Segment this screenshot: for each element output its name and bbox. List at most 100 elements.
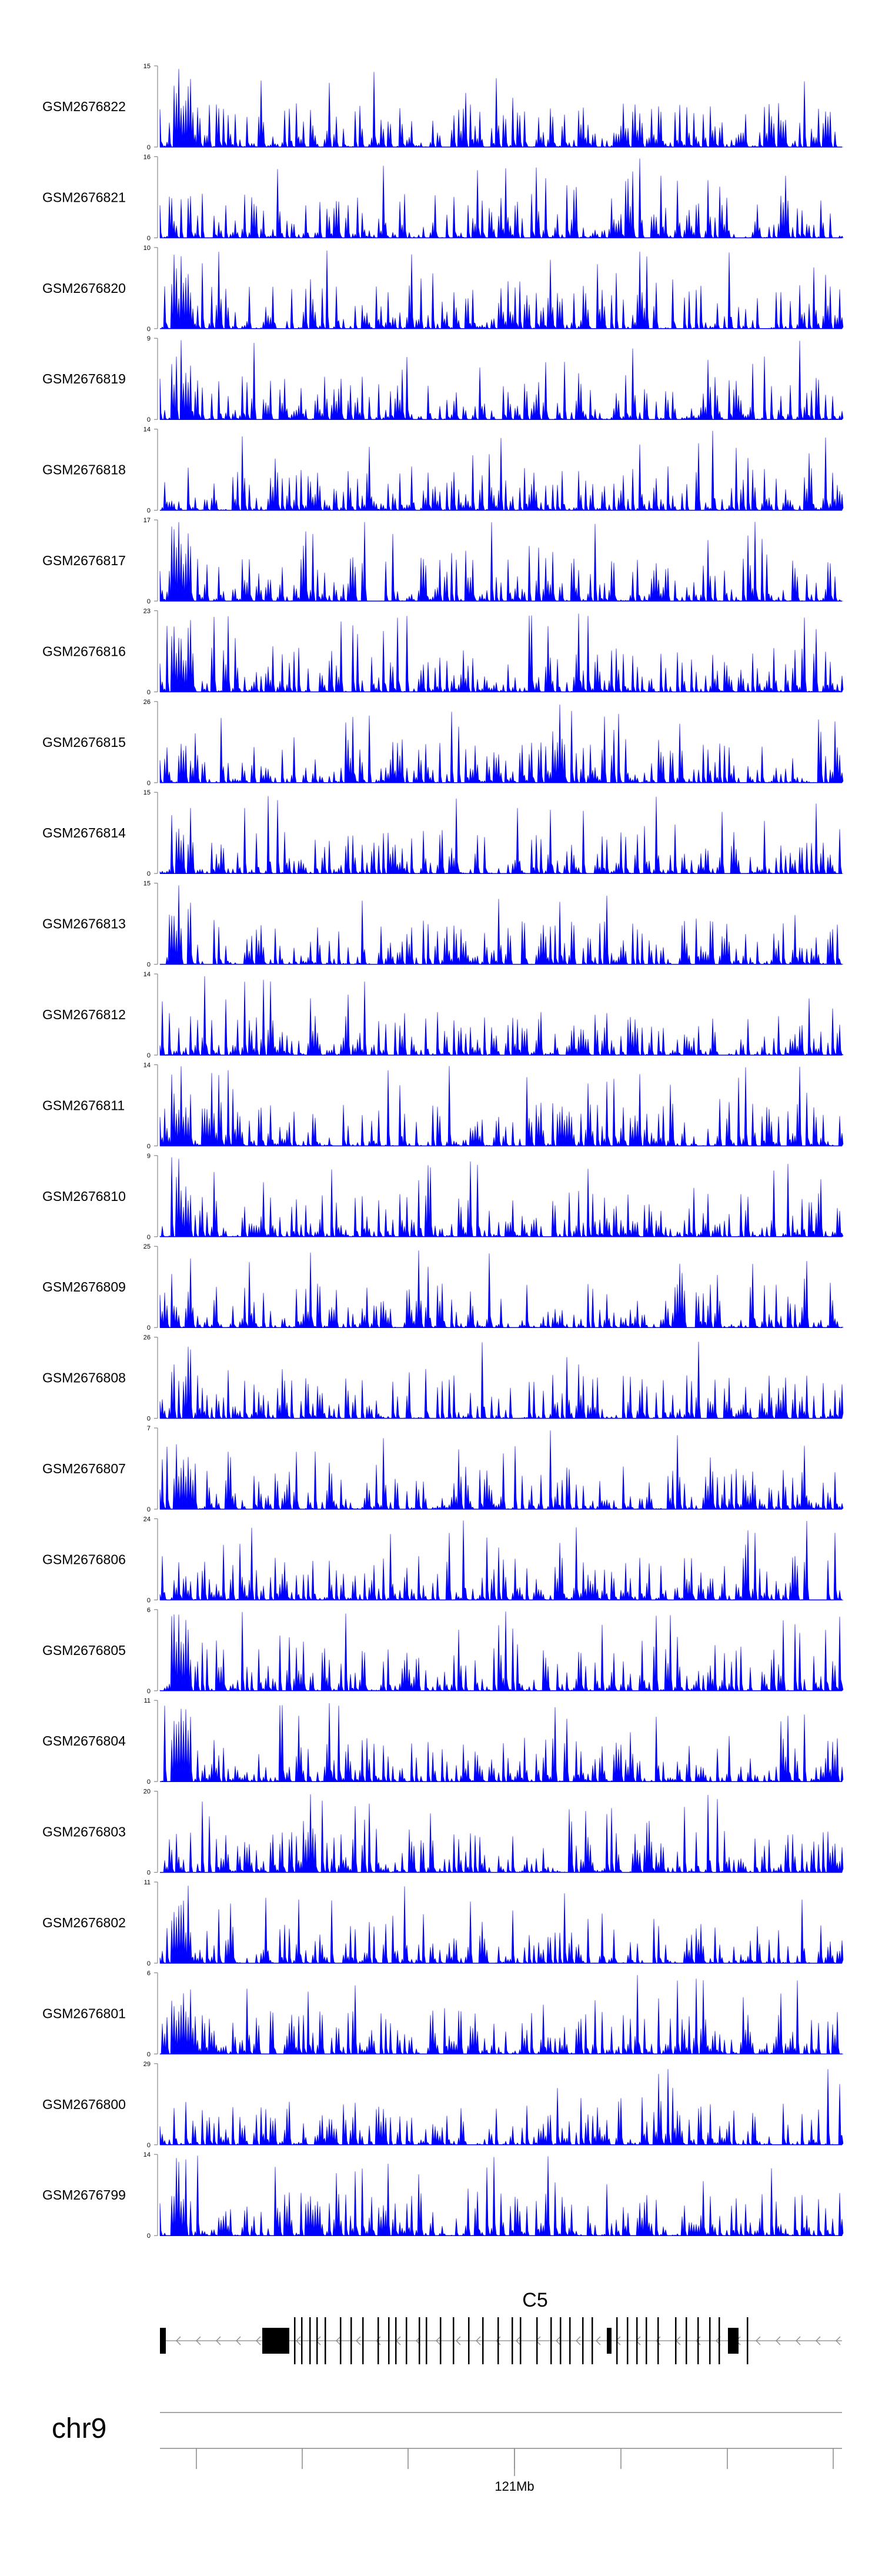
track-GSM2676813: GSM2676813 15 0	[42, 880, 844, 969]
exon	[616, 2317, 618, 2364]
track-label: GSM2676815	[42, 735, 126, 750]
strand-arrow	[456, 2336, 461, 2345]
track-ymax-label: 9	[147, 335, 151, 342]
strand-arrow	[336, 2336, 341, 2345]
track-GSM2676808: GSM2676808 26 0	[42, 1334, 844, 1423]
track-label: GSM2676816	[42, 643, 126, 659]
track-label: GSM2676822	[42, 99, 126, 114]
exon	[636, 2317, 638, 2364]
track-label: GSM2676806	[42, 1551, 126, 1567]
coverage-area	[159, 885, 844, 965]
track-ymin-label: 0	[147, 235, 151, 242]
track-GSM2676809: GSM2676809 25 0	[42, 1243, 844, 1332]
track-GSM2676812: GSM2676812 14 0	[42, 971, 844, 1059]
track-GSM2676801: GSM2676801 6 0	[42, 1970, 844, 2058]
strand-arrow	[296, 2336, 301, 2345]
exon	[262, 2328, 289, 2354]
strand-arrow	[176, 2336, 181, 2345]
track-ymin-label: 0	[147, 508, 151, 515]
chromosome-axis: chr9 121Mb	[52, 2412, 842, 2494]
track-ymax-label: 15	[143, 880, 151, 887]
chromosome-label: chr9	[52, 2413, 106, 2444]
track-label: GSM2676821	[42, 189, 126, 205]
strand-arrow	[556, 2336, 561, 2345]
track-GSM2676807: GSM2676807 7 0	[42, 1425, 844, 1513]
track-ymax-label: 11	[144, 1879, 151, 1886]
track-ymin-label: 0	[147, 144, 151, 151]
track-label: GSM2676802	[42, 1915, 126, 1930]
track-label: GSM2676799	[42, 2187, 126, 2203]
track-ymin-label: 0	[147, 2051, 151, 2058]
x-axis-label: 121Mb	[495, 2479, 534, 2494]
track-ymax-label: 14	[143, 1062, 151, 1069]
strand-arrow	[496, 2336, 501, 2345]
track-label: GSM2676805	[42, 1643, 126, 1658]
track-ymax-label: 17	[143, 517, 151, 524]
exon	[350, 2317, 352, 2364]
track-GSM2676819: GSM2676819 9 0	[42, 335, 844, 423]
track-label: GSM2676811	[42, 1097, 125, 1113]
track-GSM2676802: GSM2676802 11 0	[42, 1879, 844, 1967]
coverage-area	[159, 158, 844, 238]
exon	[482, 2317, 484, 2364]
exon	[340, 2317, 342, 2364]
gene-name-label: C5	[522, 2289, 547, 2311]
exon	[709, 2317, 711, 2364]
track-ymin-label: 0	[147, 2142, 151, 2149]
coverage-area	[159, 1430, 844, 1510]
exon	[747, 2317, 749, 2364]
strand-arrow	[656, 2336, 661, 2345]
coverage-area	[160, 250, 844, 329]
strand-arrow	[696, 2336, 701, 2345]
track-ymin-label: 0	[147, 1416, 151, 1423]
track-label: GSM2676814	[42, 825, 126, 840]
exon	[316, 2317, 318, 2364]
exon	[627, 2317, 629, 2364]
exon	[468, 2317, 470, 2364]
strand-arrow	[836, 2336, 841, 2345]
track-GSM2676818: GSM2676818 14 0	[42, 426, 844, 515]
track-label: GSM2676813	[42, 916, 126, 932]
coverage-area	[159, 340, 844, 420]
track-GSM2676800: GSM2676800 29 0	[42, 2061, 844, 2149]
track-ymax-label: 15	[143, 789, 151, 796]
track-label: GSM2676800	[42, 2097, 126, 2112]
track-ymax-label: 24	[143, 1516, 151, 1523]
track-label: GSM2676801	[42, 2006, 126, 2021]
track-label: GSM2676819	[42, 371, 126, 386]
strand-arrow	[796, 2336, 801, 2345]
exon	[582, 2317, 584, 2364]
track-label: GSM2676807	[42, 1461, 126, 1476]
coverage-area	[159, 704, 844, 783]
exon	[160, 2328, 166, 2354]
track-GSM2676804: GSM2676804 11 0	[42, 1697, 844, 1786]
coverage-area	[159, 1611, 844, 1691]
exon	[657, 2317, 659, 2364]
track-ymin-label: 0	[147, 1506, 151, 1513]
coverage-area	[159, 2155, 844, 2236]
track-ymax-label: 10	[143, 245, 151, 252]
track-ymax-label: 6	[147, 1607, 151, 1614]
exon	[301, 2317, 303, 2364]
strand-arrow	[216, 2336, 221, 2345]
exon	[377, 2317, 379, 2364]
track-label: GSM2676809	[42, 1279, 126, 1294]
exon	[453, 2317, 455, 2364]
coverage-tracks: GSM2676822150GSM2676821160GSM2676820100G…	[42, 63, 844, 2240]
coverage-area	[160, 1794, 844, 1873]
coverage-area	[159, 1886, 844, 1964]
exon	[607, 2328, 612, 2354]
exon	[426, 2317, 427, 2364]
track-ymin-label: 0	[147, 1143, 151, 1150]
track-GSM2676816: GSM2676816 23 0	[42, 608, 844, 696]
track-ymax-label: 20	[143, 1788, 151, 1796]
track-label: GSM2676817	[42, 553, 126, 568]
track-ymin-label: 0	[147, 1688, 151, 1695]
track-ymax-label: 16	[143, 154, 151, 161]
strand-arrow	[256, 2336, 261, 2345]
coverage-area	[159, 69, 843, 148]
strand-arrow	[816, 2336, 821, 2345]
track-GSM2676805: GSM2676805 6 0	[42, 1607, 844, 1695]
track-ymin-label: 0	[147, 598, 151, 605]
